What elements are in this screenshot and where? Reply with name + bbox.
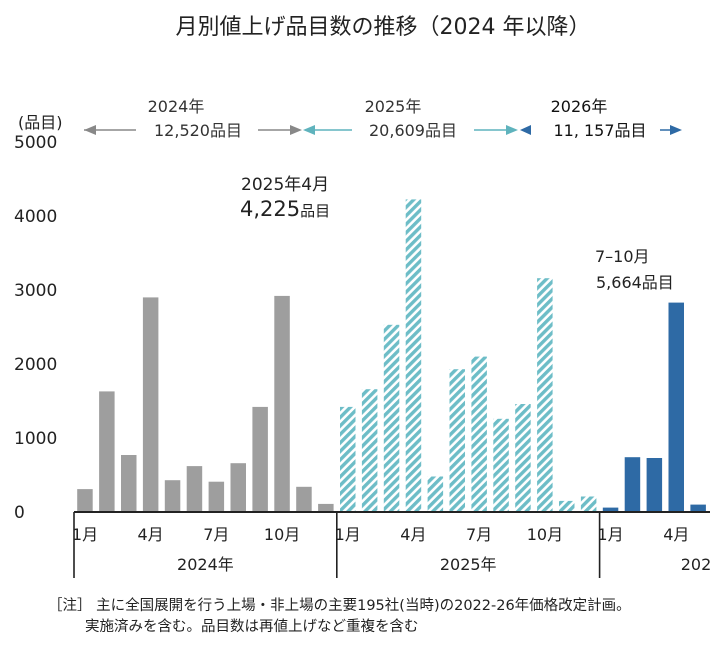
bar-2024-m10 (274, 295, 290, 512)
y-axis-unit: (品目) (18, 113, 63, 132)
year-label-2024: 2024年 (177, 555, 234, 574)
peak-annotation-label: 2025年4月 (241, 175, 329, 195)
chart-title: 月別値上げ品目数の推移（2024 年以降） (176, 15, 591, 40)
footnote: ［注］ 主に全国展開を行う上場・非上場の主要195社(当時)の2022-26年価… (48, 596, 708, 638)
period-annotation: 7–10月 5,664品目 (595, 247, 674, 292)
range-2025-arrowhead-right (506, 125, 518, 135)
bar-2025-m5 (427, 476, 444, 512)
range-2024: 2024年 12,520品目 (84, 97, 302, 140)
bar-2026-m5 (690, 504, 706, 512)
bar-2025-m9 (515, 404, 531, 512)
bar-2024-m7 (208, 481, 225, 512)
y-axis-ticks: 0 1000 2000 3000 4000 5000 (14, 133, 57, 523)
x-tick-2026-4: 4月 (663, 525, 689, 544)
range-2024-arrowhead-right (290, 125, 302, 135)
bar-2025-m1 (340, 406, 356, 512)
period-annotation-label: 7–10月 (595, 247, 650, 266)
bar-2025-m10 (537, 278, 553, 512)
x-tick-2024-10: 10月 (264, 525, 300, 544)
bar-2025-m2 (361, 389, 378, 512)
bar-2024-m6 (186, 466, 203, 512)
bar-2025-m3 (383, 324, 400, 512)
bar-2024-m8 (230, 463, 246, 512)
range-2026-arrowhead-left (520, 125, 531, 135)
x-tick-2025-10: 10月 (527, 525, 563, 544)
range-2026-year: 2026年 (551, 97, 608, 116)
bar-2024-m9 (252, 406, 268, 512)
range-2025-arrowhead-left (303, 125, 315, 135)
bar-2024-m5 (164, 480, 181, 512)
range-2025-year: 2025年 (365, 97, 422, 116)
bar-2025-m11 (559, 500, 575, 512)
x-axis: 1月4月7月10月2024年1月4月7月10月2025年1月4月7月10月202… (72, 511, 710, 578)
y-tick-0: 0 (14, 503, 25, 523)
x-tick-2026-1: 1月 (597, 525, 623, 544)
bar-2026-m3 (646, 458, 663, 512)
bar-2026-m2 (624, 457, 641, 512)
bar-2024-m2 (99, 391, 115, 512)
peak-annotation-number: 4,225 (240, 197, 300, 221)
bar-2024-m4 (142, 297, 159, 512)
x-tick-2024-4: 4月 (138, 525, 164, 544)
y-tick-1000: 1000 (14, 429, 57, 449)
y-tick-4000: 4000 (14, 207, 57, 227)
range-2025-value: 20,609品目 (369, 121, 457, 140)
x-tick-2024-7: 7月 (203, 525, 229, 544)
year-label-2026: 2026年 (681, 555, 710, 574)
bar-2025-m7 (471, 356, 487, 512)
bar-2026-m1 (602, 507, 619, 512)
bar-2025-m6 (449, 369, 465, 512)
bar-2024-m1 (77, 489, 93, 512)
year-label-2025: 2025年 (440, 555, 497, 574)
bar-2026-m4 (668, 302, 684, 512)
period-annotation-value: 5,664品目 (596, 273, 674, 292)
x-tick-2025-7: 7月 (466, 525, 492, 544)
footnote-line-2: 実施済みを含む。品目数は再値上げなど重複を含む (85, 619, 419, 635)
bar-2024-m12 (318, 503, 334, 512)
bar-2024-m11 (296, 486, 312, 512)
bar-2024-m3 (121, 455, 137, 512)
range-2026-value: 11, 157品目 (553, 121, 646, 140)
bar-2025-m12 (580, 496, 597, 512)
y-tick-5000: 5000 (14, 133, 57, 153)
bars (77, 199, 706, 512)
peak-annotation-value: 4,225品目 (240, 197, 330, 221)
range-2026: 2026年 11, 157品目 (520, 97, 682, 140)
peak-annotation-unit: 品目 (300, 202, 330, 220)
y-tick-3000: 3000 (14, 281, 57, 301)
range-2024-year: 2024年 (148, 97, 205, 116)
y-tick-2000: 2000 (14, 355, 57, 375)
footnote-line-1: ［注］ 主に全国展開を行う上場・非上場の主要195社(当時)の2022-26年価… (48, 598, 631, 614)
x-tick-2024-1: 1月 (72, 525, 98, 544)
peak-annotation: 2025年4月 4,225品目 (240, 175, 330, 221)
range-2026-arrowhead-right (670, 125, 682, 135)
bar-2025-m4 (405, 199, 422, 512)
range-2024-value: 12,520品目 (154, 121, 242, 140)
range-2024-arrowhead-left (84, 125, 96, 135)
x-tick-2025-4: 4月 (400, 525, 426, 544)
bar-2025-m8 (493, 418, 509, 512)
x-tick-2025-1: 1月 (335, 525, 361, 544)
range-2025: 2025年 20,609品目 (303, 97, 518, 140)
